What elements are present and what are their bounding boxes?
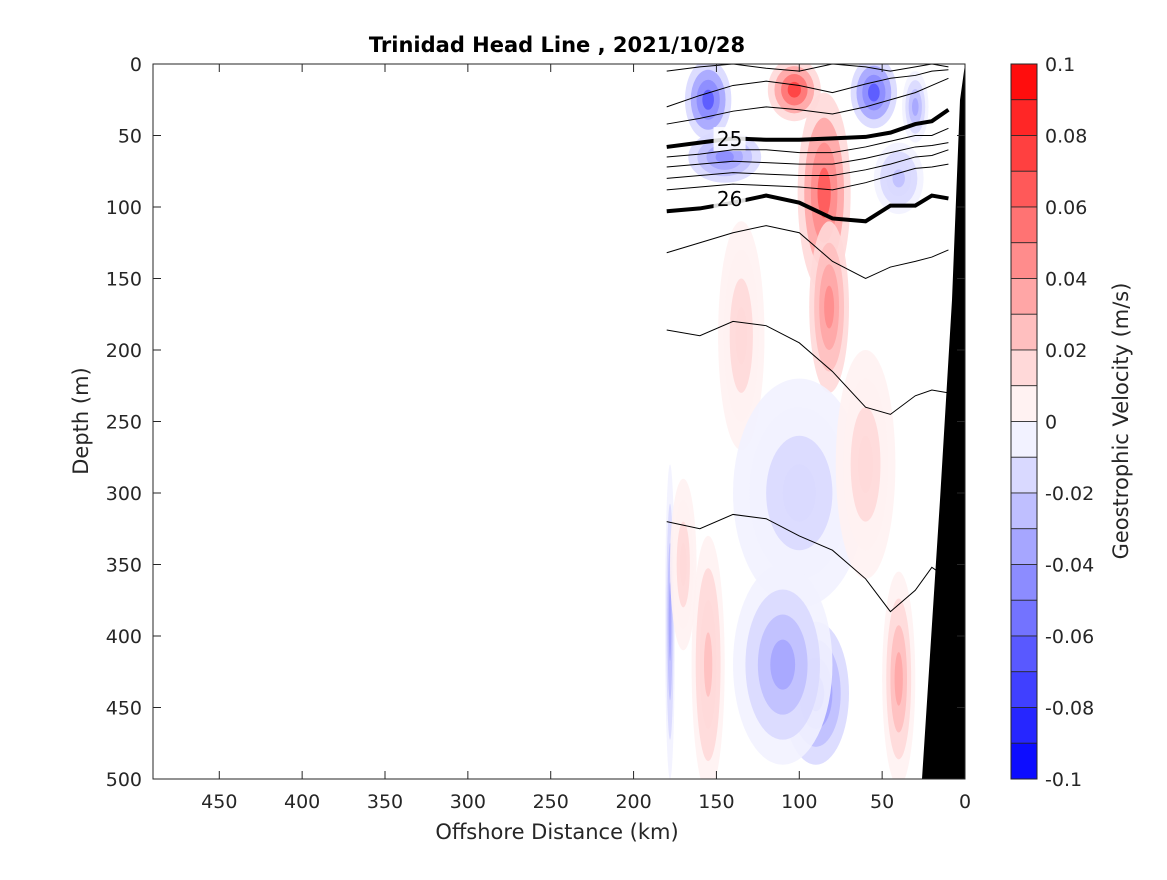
colorbar-band bbox=[1010, 742, 1038, 780]
colorbar-band bbox=[1010, 313, 1038, 351]
density-contour bbox=[666, 69, 949, 108]
density-contour bbox=[666, 149, 949, 179]
plot-area: 25 26 bbox=[152, 63, 966, 780]
colorbar-tick-label: 0.02 bbox=[1045, 340, 1087, 362]
y-tick-label: 400 bbox=[106, 626, 142, 648]
y-tick-label: 50 bbox=[118, 126, 142, 148]
x-tick-label: 50 bbox=[870, 791, 894, 813]
colorbar-band bbox=[1010, 564, 1038, 601]
x-axis-label: Offshore Distance (km) bbox=[435, 820, 678, 844]
y-tick-label: 100 bbox=[106, 197, 142, 219]
colorbar-band bbox=[1010, 135, 1038, 172]
y-tick-label: 250 bbox=[106, 412, 142, 434]
velocity-cell bbox=[684, 64, 732, 140]
colorbar-frame bbox=[1010, 63, 1038, 780]
velocity-field bbox=[665, 64, 965, 779]
contour-label: 26 bbox=[717, 187, 742, 211]
density-contour bbox=[666, 163, 949, 191]
x-tick-label: 100 bbox=[781, 791, 817, 813]
colorbar-band bbox=[1010, 707, 1038, 744]
y-axis: 0 50 100 150 200 250 300 350 400 450 500 bbox=[106, 54, 965, 791]
colorbar-tick-label: 0.06 bbox=[1045, 197, 1087, 219]
density-contours: 25 26 bbox=[666, 64, 950, 613]
colorbar-tick-label: 0.1 bbox=[1045, 54, 1075, 76]
velocity-cell bbox=[902, 71, 929, 143]
velocity-cell bbox=[718, 221, 765, 451]
colorbar-tick-label: -0.1 bbox=[1045, 769, 1082, 791]
colorbar-tick-label: 0.04 bbox=[1045, 269, 1087, 291]
colorbar-band bbox=[1010, 206, 1038, 244]
colorbar: 0.1 0.08 0.06 0.04 0.02 0 -0.02 -0.04 -0.06 -0.08… bbox=[1010, 54, 1094, 791]
x-axis: 450 400 350 300 250 200 150 100 50 0 bbox=[201, 64, 971, 813]
y-tick-label: 0 bbox=[130, 54, 142, 76]
velocity-cell bbox=[691, 535, 725, 779]
density-contour bbox=[666, 127, 949, 158]
density-contour bbox=[666, 77, 949, 125]
y-tick-label: 450 bbox=[106, 698, 142, 720]
velocity-cell bbox=[850, 64, 898, 129]
colorbar-band bbox=[1010, 492, 1038, 530]
x-tick-label: 300 bbox=[450, 791, 486, 813]
x-tick-label: 0 bbox=[959, 791, 971, 813]
colorbar-band bbox=[1010, 456, 1038, 494]
velocity-cell bbox=[670, 478, 697, 651]
colorbar-tick-label: 0.08 bbox=[1045, 126, 1087, 148]
colorbar-tick-label: -0.04 bbox=[1045, 555, 1094, 577]
colorbar-band bbox=[1010, 671, 1038, 708]
velocity-cell bbox=[733, 564, 833, 765]
colorbar-band bbox=[1010, 242, 1038, 279]
colorbar-tick-label: -0.06 bbox=[1045, 626, 1094, 648]
velocity-cell bbox=[835, 350, 896, 579]
y-tick-label: 300 bbox=[106, 483, 142, 505]
x-tick-label: 200 bbox=[615, 791, 651, 813]
colorbar-band bbox=[1010, 99, 1038, 136]
colorbar-band bbox=[1010, 421, 1038, 458]
y-tick-label: 500 bbox=[106, 769, 142, 791]
colorbar-band bbox=[1010, 349, 1038, 387]
y-tick-label: 350 bbox=[106, 555, 142, 577]
velocity-cell bbox=[767, 64, 821, 122]
colorbar-band bbox=[1010, 528, 1038, 565]
colorbar-tick-label: -0.02 bbox=[1045, 483, 1094, 505]
colorbar-tick-label: 0 bbox=[1045, 412, 1057, 434]
x-tick-label: 400 bbox=[284, 791, 320, 813]
density-contour bbox=[666, 320, 949, 415]
y-axis-label: Depth (m) bbox=[69, 367, 93, 474]
colorbar-band bbox=[1010, 635, 1038, 673]
velocity-cell bbox=[882, 571, 916, 779]
colorbar-label: Geostrophic Velocity (m/s) bbox=[1109, 283, 1133, 560]
colorbar-tick-label: -0.08 bbox=[1045, 698, 1094, 720]
density-contour bbox=[666, 142, 949, 168]
density-contour bbox=[666, 64, 949, 72]
colorbar-band bbox=[1010, 170, 1038, 208]
density-contour bbox=[666, 513, 949, 613]
x-tick-label: 150 bbox=[698, 791, 734, 813]
x-tick-label: 350 bbox=[367, 791, 403, 813]
colorbar-band bbox=[1010, 63, 1038, 101]
bathymetry bbox=[922, 64, 965, 779]
x-tick-label: 450 bbox=[201, 791, 237, 813]
contour-label: 25 bbox=[717, 127, 742, 151]
colorbar-band bbox=[1010, 278, 1038, 315]
density-contour bbox=[666, 225, 949, 280]
colorbar-band bbox=[1010, 599, 1038, 637]
y-tick-label: 200 bbox=[106, 340, 142, 362]
velocity-cell bbox=[873, 142, 924, 215]
chart-title: Trinidad Head Line , 2021/10/28 bbox=[369, 33, 745, 57]
x-tick-label: 250 bbox=[533, 791, 569, 813]
velocity-cell bbox=[809, 221, 849, 393]
colorbar-band bbox=[1010, 385, 1038, 422]
y-tick-label: 150 bbox=[106, 269, 142, 291]
